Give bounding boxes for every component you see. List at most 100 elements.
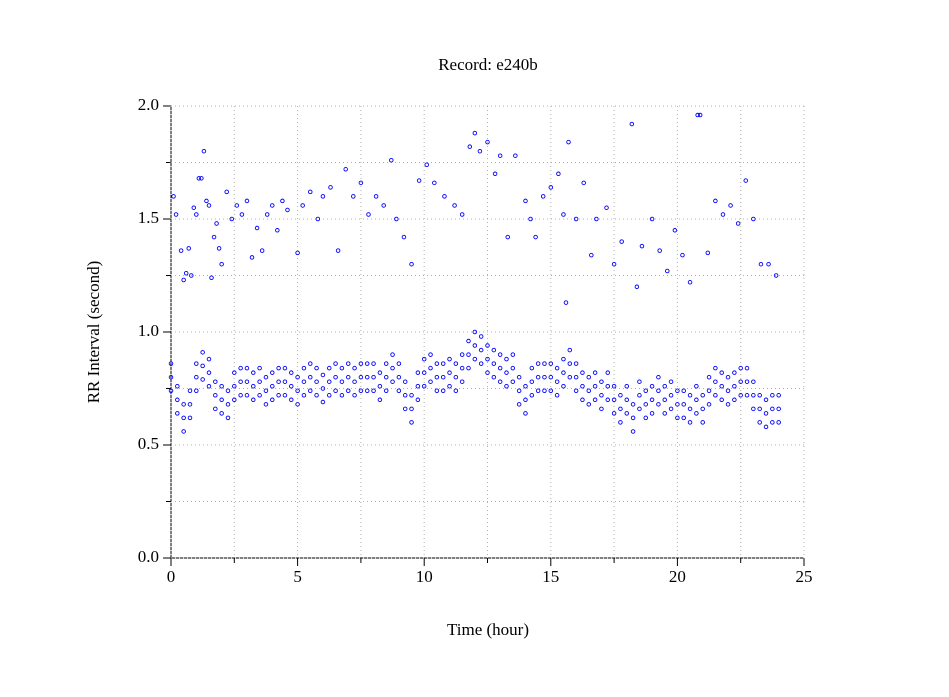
data-point <box>637 393 642 398</box>
data-point <box>168 361 174 366</box>
data-point <box>594 216 599 222</box>
data-point <box>364 388 370 394</box>
data-point <box>630 415 636 421</box>
data-point <box>687 420 693 425</box>
data-point <box>567 374 573 380</box>
data-point <box>732 397 737 403</box>
data-point <box>497 153 503 158</box>
data-point <box>415 397 421 403</box>
data-point <box>563 300 569 305</box>
data-point <box>333 361 338 366</box>
data-point <box>213 406 218 412</box>
data-point <box>364 374 370 380</box>
data-point <box>390 379 395 384</box>
data-point <box>478 361 484 366</box>
data-point <box>478 334 484 339</box>
data-point <box>516 402 522 407</box>
data-point <box>234 203 240 208</box>
data-point <box>743 178 749 183</box>
data-point <box>308 189 313 195</box>
data-point <box>339 365 345 371</box>
data-point <box>719 383 724 389</box>
data-point <box>586 402 592 407</box>
data-point <box>214 221 219 226</box>
data-point <box>201 148 207 154</box>
data-point <box>289 370 294 375</box>
data-point <box>618 393 623 398</box>
data-point <box>401 234 407 240</box>
data-point <box>181 415 186 421</box>
data-point <box>773 273 779 278</box>
data-point <box>371 361 376 366</box>
data-point <box>713 365 718 371</box>
data-point <box>592 370 598 375</box>
data-point <box>573 361 579 366</box>
data-point <box>187 388 193 394</box>
data-point <box>352 379 357 384</box>
data-point <box>314 379 319 384</box>
data-point <box>383 374 389 380</box>
data-point <box>719 397 724 403</box>
data-point <box>409 261 414 267</box>
data-point <box>459 365 465 371</box>
data-point <box>675 415 680 421</box>
data-point <box>459 352 465 357</box>
data-point <box>251 397 256 403</box>
data-point <box>225 415 231 421</box>
data-point <box>345 374 351 380</box>
x-tick-label: 5 <box>293 567 302 586</box>
data-point <box>409 393 414 398</box>
data-point <box>171 194 176 199</box>
data-point <box>282 365 288 371</box>
data-point <box>186 246 191 251</box>
y-tick-label: 1.0 <box>138 321 159 340</box>
data-point <box>459 212 465 217</box>
data-point <box>523 397 528 403</box>
x-axis-label: Time (hour) <box>447 620 529 639</box>
data-point <box>672 228 678 233</box>
data-point <box>535 361 541 366</box>
data-point <box>566 139 571 145</box>
data-point <box>421 370 427 375</box>
data-point <box>649 216 655 222</box>
data-point <box>548 388 554 394</box>
data-point <box>270 383 275 389</box>
data-point <box>643 415 649 421</box>
data-point <box>472 130 478 136</box>
data-point <box>466 352 471 357</box>
y-tick-label: 0.5 <box>138 434 159 453</box>
data-point <box>447 370 452 375</box>
data-point <box>619 239 624 244</box>
data-point <box>540 194 546 199</box>
data-point <box>189 273 194 278</box>
data-point <box>643 402 649 407</box>
data-point <box>194 212 199 217</box>
data-point <box>529 393 535 398</box>
data-point <box>358 374 364 380</box>
data-point <box>211 234 217 240</box>
data-point <box>732 370 737 375</box>
data-point <box>320 386 326 391</box>
data-point <box>402 379 408 384</box>
data-point <box>409 420 414 425</box>
data-point <box>251 383 256 389</box>
data-point <box>700 393 705 398</box>
data-point <box>168 374 174 380</box>
data-point <box>295 374 300 380</box>
data-point <box>453 374 459 380</box>
data-point <box>589 252 594 258</box>
data-point <box>282 393 288 398</box>
data-point <box>366 212 371 217</box>
data-point <box>528 216 533 222</box>
data-point <box>333 388 338 394</box>
data-point <box>523 198 528 204</box>
data-point <box>695 112 700 118</box>
data-point <box>206 383 212 389</box>
data-point <box>738 365 743 371</box>
x-tick-label: 15 <box>542 567 559 586</box>
data-point <box>770 393 775 398</box>
data-point <box>510 352 516 357</box>
data-point <box>178 248 184 253</box>
data-point <box>611 261 617 267</box>
data-point <box>554 365 560 371</box>
